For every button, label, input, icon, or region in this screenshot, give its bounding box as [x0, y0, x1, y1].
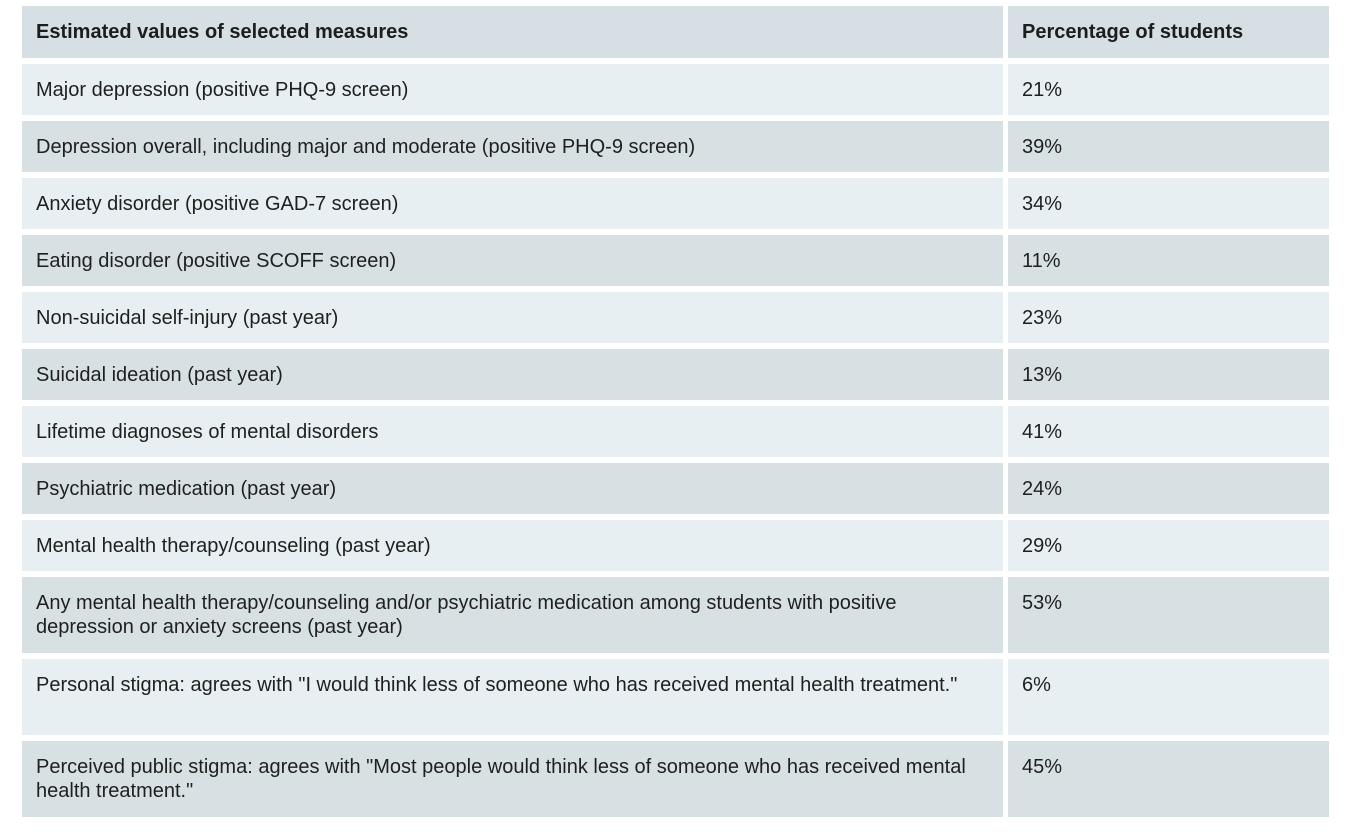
percentage-cell: 41% — [1008, 406, 1329, 457]
table-row: Suicidal ideation (past year) 13% — [22, 349, 1329, 400]
percentage-cell: 6% — [1008, 659, 1329, 735]
measure-cell: Anxiety disorder (positive GAD-7 screen) — [22, 178, 1003, 229]
measure-cell: Personal stigma: agrees with "I would th… — [22, 659, 1003, 735]
measure-cell: Depression overall, including major and … — [22, 121, 1003, 172]
measures-table: Estimated values of selected measures Pe… — [22, 6, 1329, 823]
measure-cell: Suicidal ideation (past year) — [22, 349, 1003, 400]
header-percentage: Percentage of students — [1008, 6, 1329, 58]
measure-cell: Any mental health therapy/counseling and… — [22, 577, 1003, 653]
percentage-cell: 34% — [1008, 178, 1329, 229]
percentage-cell: 21% — [1008, 64, 1329, 115]
percentage-cell: 45% — [1008, 741, 1329, 817]
table-row: Psychiatric medication (past year) 24% — [22, 463, 1329, 514]
measure-cell: Eating disorder (positive SCOFF screen) — [22, 235, 1003, 286]
percentage-cell: 24% — [1008, 463, 1329, 514]
table-header-row: Estimated values of selected measures Pe… — [22, 6, 1329, 58]
table-row: Major depression (positive PHQ-9 screen)… — [22, 64, 1329, 115]
percentage-cell: 23% — [1008, 292, 1329, 343]
percentage-cell: 39% — [1008, 121, 1329, 172]
table-row: Non-suicidal self-injury (past year) 23% — [22, 292, 1329, 343]
measure-cell: Major depression (positive PHQ-9 screen) — [22, 64, 1003, 115]
measure-cell: Non-suicidal self-injury (past year) — [22, 292, 1003, 343]
measure-cell: Lifetime diagnoses of mental disorders — [22, 406, 1003, 457]
percentage-cell: 11% — [1008, 235, 1329, 286]
measure-cell: Perceived public stigma: agrees with "Mo… — [22, 741, 1003, 817]
table-row: Eating disorder (positive SCOFF screen) … — [22, 235, 1329, 286]
table-row: Mental health therapy/counseling (past y… — [22, 520, 1329, 571]
table-row: Depression overall, including major and … — [22, 121, 1329, 172]
table-row: Personal stigma: agrees with "I would th… — [22, 659, 1329, 735]
table-row: Lifetime diagnoses of mental disorders 4… — [22, 406, 1329, 457]
header-measures: Estimated values of selected measures — [22, 6, 1003, 58]
percentage-cell: 29% — [1008, 520, 1329, 571]
table-row: Perceived public stigma: agrees with "Mo… — [22, 741, 1329, 817]
table-row: Any mental health therapy/counseling and… — [22, 577, 1329, 653]
percentage-cell: 13% — [1008, 349, 1329, 400]
table-row: Anxiety disorder (positive GAD-7 screen)… — [22, 178, 1329, 229]
percentage-cell: 53% — [1008, 577, 1329, 653]
measure-cell: Psychiatric medication (past year) — [22, 463, 1003, 514]
measure-cell: Mental health therapy/counseling (past y… — [22, 520, 1003, 571]
